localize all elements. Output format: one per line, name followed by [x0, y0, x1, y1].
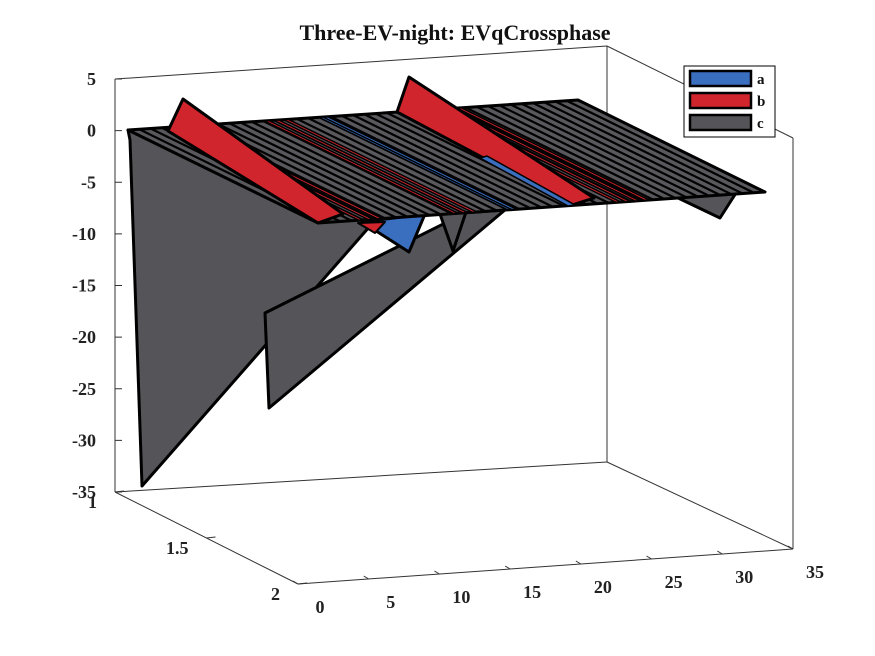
- x-tick-label: 20: [594, 577, 612, 597]
- surface-stripe: [251, 120, 442, 216]
- series-b-stripe: [271, 119, 471, 214]
- x-tick: [292, 580, 299, 585]
- box-back-floor: [114, 461, 608, 493]
- x-tick: [434, 570, 440, 575]
- legend-swatch-c: [688, 113, 753, 132]
- series-a-stripe-front: [478, 155, 578, 207]
- y-tick-label: 2: [271, 584, 280, 604]
- series-b-stripe: [453, 107, 652, 202]
- z-tick-label: -30: [72, 430, 96, 450]
- surface-stripe: [330, 115, 520, 211]
- y-tick-label: 1: [88, 492, 97, 512]
- x-tick: [787, 545, 794, 550]
- x-tick-label: 0: [316, 597, 325, 617]
- legend-label-b: b: [757, 94, 765, 110]
- axis-ticks: [114, 78, 794, 585]
- x-tick: [575, 560, 582, 565]
- surface-stripe: [341, 114, 531, 210]
- surface: [126, 75, 767, 488]
- x-tick-label: 5: [386, 592, 395, 612]
- legend-label-a: a: [757, 72, 765, 88]
- chart-title: Three-EV-night: EVqCrossphase: [299, 20, 610, 45]
- surface-stripe: [532, 102, 721, 197]
- x-tick-label: 15: [523, 582, 541, 602]
- surface-stripe: [296, 117, 487, 213]
- series-b-stripe: [280, 118, 481, 214]
- surface-stripe: [228, 122, 420, 218]
- x-tick-label: 30: [735, 567, 753, 587]
- y-tick: [114, 490, 125, 493]
- z-tick-label: 5: [87, 69, 96, 89]
- legend-swatch-b: [688, 91, 753, 110]
- series-b-notch: [357, 221, 386, 234]
- x-tick-label: 35: [806, 562, 824, 582]
- surface-stripe: [510, 103, 699, 198]
- surface-stripe: [363, 113, 554, 208]
- surface-stripe: [476, 105, 665, 200]
- surface-stripe: [352, 114, 542, 209]
- box-back-top-left: [114, 45, 608, 80]
- z-tick-label: -5: [81, 172, 96, 192]
- box-floor-right: [606, 461, 794, 550]
- series-a-stripe: [320, 115, 520, 211]
- z-tick-label: -15: [72, 276, 96, 296]
- series-b-peak: [166, 97, 345, 225]
- surface-stripe: [498, 104, 688, 199]
- surface-stripe: [487, 105, 677, 200]
- y-tick: [206, 536, 216, 539]
- surface-stripe: [307, 117, 498, 212]
- legend-swatch-a: [688, 69, 753, 88]
- surface-stripe: [453, 107, 643, 202]
- y-tick: [297, 582, 308, 585]
- y-tick-label: 1.5: [166, 538, 189, 558]
- z-tick-label: -10: [72, 224, 96, 244]
- x-tick: [717, 550, 723, 555]
- z-tick-label: -25: [72, 379, 96, 399]
- series-b-stripe: [261, 119, 462, 215]
- legend-label-c: c: [757, 116, 764, 132]
- legend: abc: [683, 65, 776, 138]
- surface-stripe: [240, 121, 431, 217]
- x-tick: [504, 565, 511, 570]
- z-tick-label: 0: [87, 121, 96, 141]
- surface-stripe: [566, 99, 755, 194]
- surface-stripe: [465, 106, 654, 201]
- surface-stripe: [375, 112, 565, 207]
- x-axis-line: [297, 548, 794, 585]
- x-tick-label: 25: [665, 572, 683, 592]
- surface-stripe: [521, 102, 710, 197]
- x-tick-label: 10: [452, 587, 470, 607]
- surface-stripe: [217, 123, 408, 218]
- surface-stripe: [555, 100, 744, 195]
- z-tick-label: -35: [72, 482, 96, 502]
- x-tick: [646, 555, 652, 560]
- x-tick: [363, 575, 369, 580]
- z-tick-label: -20: [72, 327, 96, 347]
- surface-stripe: [543, 101, 732, 196]
